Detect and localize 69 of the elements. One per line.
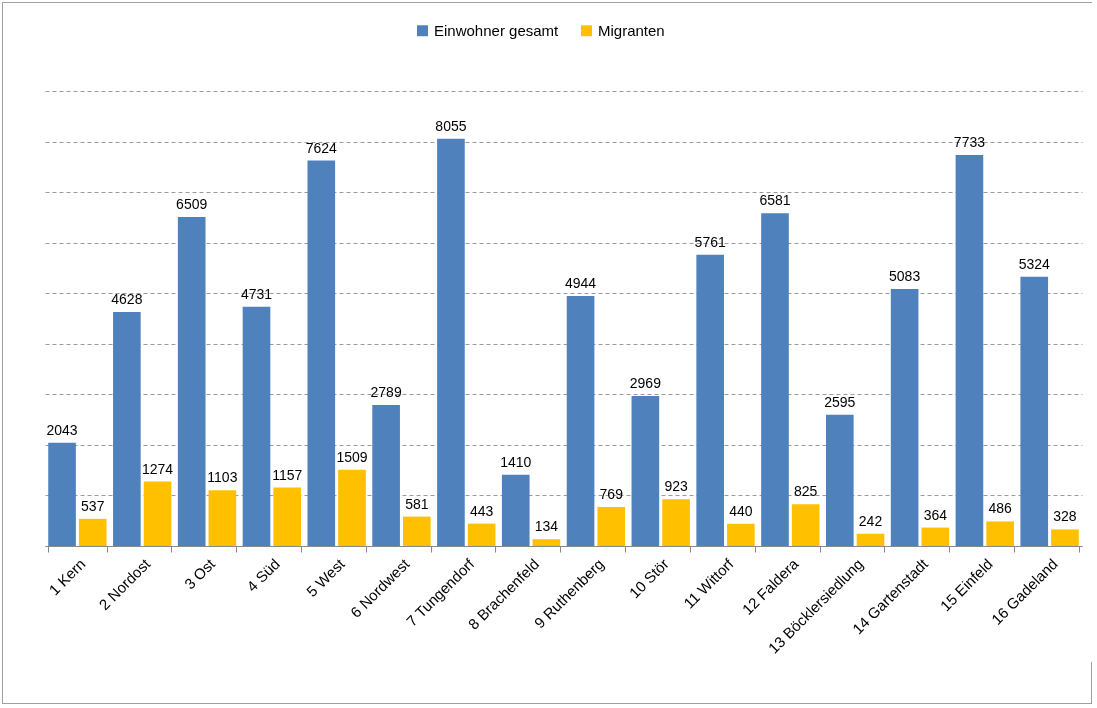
bar <box>727 523 755 546</box>
data-label: 2595 <box>824 393 856 410</box>
bar <box>1020 276 1049 546</box>
data-label: 8055 <box>435 117 467 134</box>
bar <box>467 523 496 546</box>
data-label: 769 <box>599 486 624 503</box>
data-label: 6581 <box>759 192 791 209</box>
data-label: 5324 <box>1018 255 1051 272</box>
bar <box>597 507 626 546</box>
bar <box>48 442 76 546</box>
data-label: 7624 <box>305 139 338 156</box>
bar <box>791 504 820 546</box>
bar <box>921 527 950 546</box>
bar <box>242 306 271 546</box>
legend-label: Migranten <box>598 21 665 39</box>
bar <box>338 469 366 546</box>
bar <box>501 474 530 546</box>
data-label: 4731 <box>240 285 273 302</box>
data-label: 581 <box>405 495 429 512</box>
x-tick-label: 4 Süd <box>243 555 283 595</box>
bar <box>532 539 561 546</box>
data-label: 328 <box>1053 508 1077 525</box>
data-label: 923 <box>664 478 688 495</box>
bar <box>662 499 690 546</box>
x-tick-label: 3 Ost <box>180 554 219 593</box>
data-label: 4944 <box>564 275 597 292</box>
bar <box>890 289 919 546</box>
data-label: 5761 <box>694 233 726 250</box>
data-label: 443 <box>469 502 494 519</box>
bar <box>403 516 431 546</box>
bar <box>273 487 302 546</box>
data-label: 2969 <box>629 374 662 391</box>
data-label: 2789 <box>370 384 402 400</box>
data-label: 2043 <box>46 421 78 438</box>
data-label: 364 <box>923 506 948 523</box>
bar <box>825 414 854 546</box>
bar <box>177 216 206 546</box>
data-label: 4628 <box>111 291 143 308</box>
bar <box>856 533 885 546</box>
data-label: 1509 <box>336 448 368 465</box>
data-label: 242 <box>858 512 883 529</box>
bar <box>761 213 789 546</box>
bar <box>696 254 724 546</box>
bar <box>208 490 237 546</box>
bar <box>372 405 400 546</box>
data-label: 1157 <box>272 466 303 483</box>
bar <box>307 160 336 546</box>
data-label: 1274 <box>141 460 174 477</box>
data-label: 7733 <box>953 134 986 151</box>
bar <box>1051 529 1079 546</box>
data-label: 134 <box>534 518 559 535</box>
data-label: 6509 <box>176 195 208 212</box>
data-label: 825 <box>794 483 818 500</box>
x-tick-label: 10 Stör <box>625 555 672 602</box>
bar <box>113 312 141 546</box>
bar <box>955 155 984 546</box>
data-label: 440 <box>729 502 753 519</box>
data-label: 537 <box>81 497 105 514</box>
data-label: 1410 <box>500 453 532 470</box>
bar <box>566 296 595 546</box>
bar <box>986 521 1014 546</box>
bar <box>437 138 465 546</box>
data-label: 486 <box>988 500 1013 517</box>
data-label: 5083 <box>889 268 921 285</box>
legend-label: Einwohner gesamt <box>434 21 560 39</box>
bar <box>143 481 172 546</box>
data-label: 1103 <box>207 469 238 486</box>
bar <box>631 395 660 546</box>
bar <box>78 518 107 546</box>
